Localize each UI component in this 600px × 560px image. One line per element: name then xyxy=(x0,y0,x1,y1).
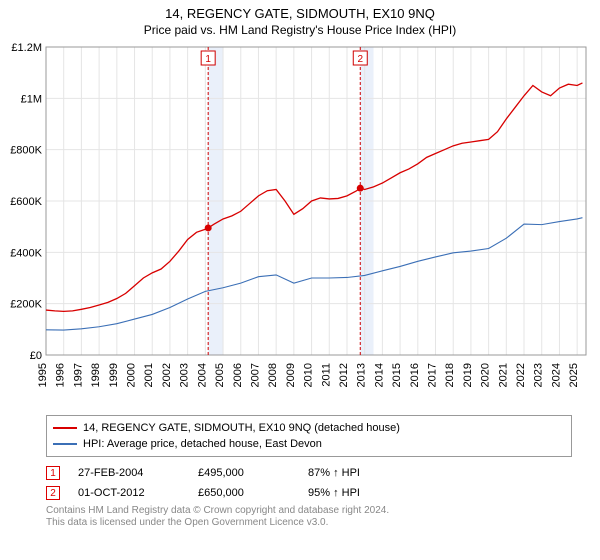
svg-text:£600K: £600K xyxy=(10,196,42,208)
footer-line: Contains HM Land Registry data © Crown c… xyxy=(46,505,572,517)
footer-line: This data is licensed under the Open Gov… xyxy=(46,517,572,529)
svg-text:£1.2M: £1.2M xyxy=(11,42,42,54)
svg-text:2002: 2002 xyxy=(161,363,173,387)
legend: 14, REGENCY GATE, SIDMOUTH, EX10 9NQ (de… xyxy=(46,415,572,457)
svg-text:1998: 1998 xyxy=(90,363,102,387)
svg-text:£800K: £800K xyxy=(10,145,42,157)
svg-text:2001: 2001 xyxy=(143,363,155,387)
svg-text:2011: 2011 xyxy=(320,363,332,387)
sale-row: 2 01-OCT-2012 £650,000 95% ↑ HPI xyxy=(46,483,572,503)
sale-marker: 1 xyxy=(46,466,60,480)
svg-text:2017: 2017 xyxy=(427,363,439,387)
svg-text:2020: 2020 xyxy=(480,363,492,387)
svg-text:1995: 1995 xyxy=(37,363,49,387)
sale-row: 1 27-FEB-2004 £495,000 87% ↑ HPI xyxy=(46,463,572,483)
svg-text:2007: 2007 xyxy=(249,363,261,387)
legend-swatch xyxy=(53,427,77,429)
svg-text:2024: 2024 xyxy=(550,363,562,387)
sale-price: £495,000 xyxy=(198,467,308,479)
sale-price: £650,000 xyxy=(198,487,308,499)
legend-item-hpi: HPI: Average price, detached house, East… xyxy=(53,436,565,452)
svg-text:2000: 2000 xyxy=(126,363,138,387)
svg-text:2006: 2006 xyxy=(232,363,244,387)
page-subtitle: Price paid vs. HM Land Registry's House … xyxy=(0,21,600,41)
sale-marker: 2 xyxy=(46,486,60,500)
svg-text:2019: 2019 xyxy=(462,363,474,387)
svg-text:2: 2 xyxy=(357,54,363,65)
sale-date: 01-OCT-2012 xyxy=(78,487,198,499)
svg-text:2016: 2016 xyxy=(409,363,421,387)
sale-hpi: 95% ↑ HPI xyxy=(308,487,398,499)
svg-text:1: 1 xyxy=(205,54,211,65)
svg-text:2013: 2013 xyxy=(356,363,368,387)
svg-text:2014: 2014 xyxy=(373,363,385,387)
svg-text:2015: 2015 xyxy=(391,363,403,387)
svg-text:£400K: £400K xyxy=(10,247,42,259)
footer: Contains HM Land Registry data © Crown c… xyxy=(46,505,572,529)
svg-text:1996: 1996 xyxy=(55,363,67,387)
svg-text:2003: 2003 xyxy=(179,363,191,387)
chart-svg: £0 £200K £400K £600K £800K £1M £1.2M 1995 1996 19… xyxy=(0,41,600,411)
svg-text:2004: 2004 xyxy=(196,363,208,387)
svg-text:2008: 2008 xyxy=(267,363,279,387)
svg-text:2018: 2018 xyxy=(444,363,456,387)
svg-text:1997: 1997 xyxy=(72,363,84,387)
svg-text:2010: 2010 xyxy=(303,363,315,387)
svg-text:2025: 2025 xyxy=(568,363,580,387)
legend-label: 14, REGENCY GATE, SIDMOUTH, EX10 9NQ (de… xyxy=(83,422,400,434)
svg-text:2005: 2005 xyxy=(214,363,226,387)
svg-text:£0: £0 xyxy=(30,350,42,362)
svg-text:1999: 1999 xyxy=(108,363,120,387)
legend-label: HPI: Average price, detached house, East… xyxy=(83,438,322,450)
sales-table: 1 27-FEB-2004 £495,000 87% ↑ HPI 2 01-OC… xyxy=(46,463,572,503)
svg-text:2022: 2022 xyxy=(515,363,527,387)
page-title: 14, REGENCY GATE, SIDMOUTH, EX10 9NQ xyxy=(0,0,600,21)
svg-text:2012: 2012 xyxy=(338,363,350,387)
legend-item-property: 14, REGENCY GATE, SIDMOUTH, EX10 9NQ (de… xyxy=(53,420,565,436)
sale-date: 27-FEB-2004 xyxy=(78,467,198,479)
svg-text:2023: 2023 xyxy=(533,363,545,387)
sale-hpi: 87% ↑ HPI xyxy=(308,467,398,479)
svg-text:2021: 2021 xyxy=(497,363,509,387)
legend-swatch xyxy=(53,443,77,445)
price-chart: £0 £200K £400K £600K £800K £1M £1.2M 1995 1996 19… xyxy=(0,41,600,411)
svg-text:£1M: £1M xyxy=(21,93,42,105)
svg-text:2009: 2009 xyxy=(285,363,297,387)
svg-text:£200K: £200K xyxy=(10,299,42,311)
